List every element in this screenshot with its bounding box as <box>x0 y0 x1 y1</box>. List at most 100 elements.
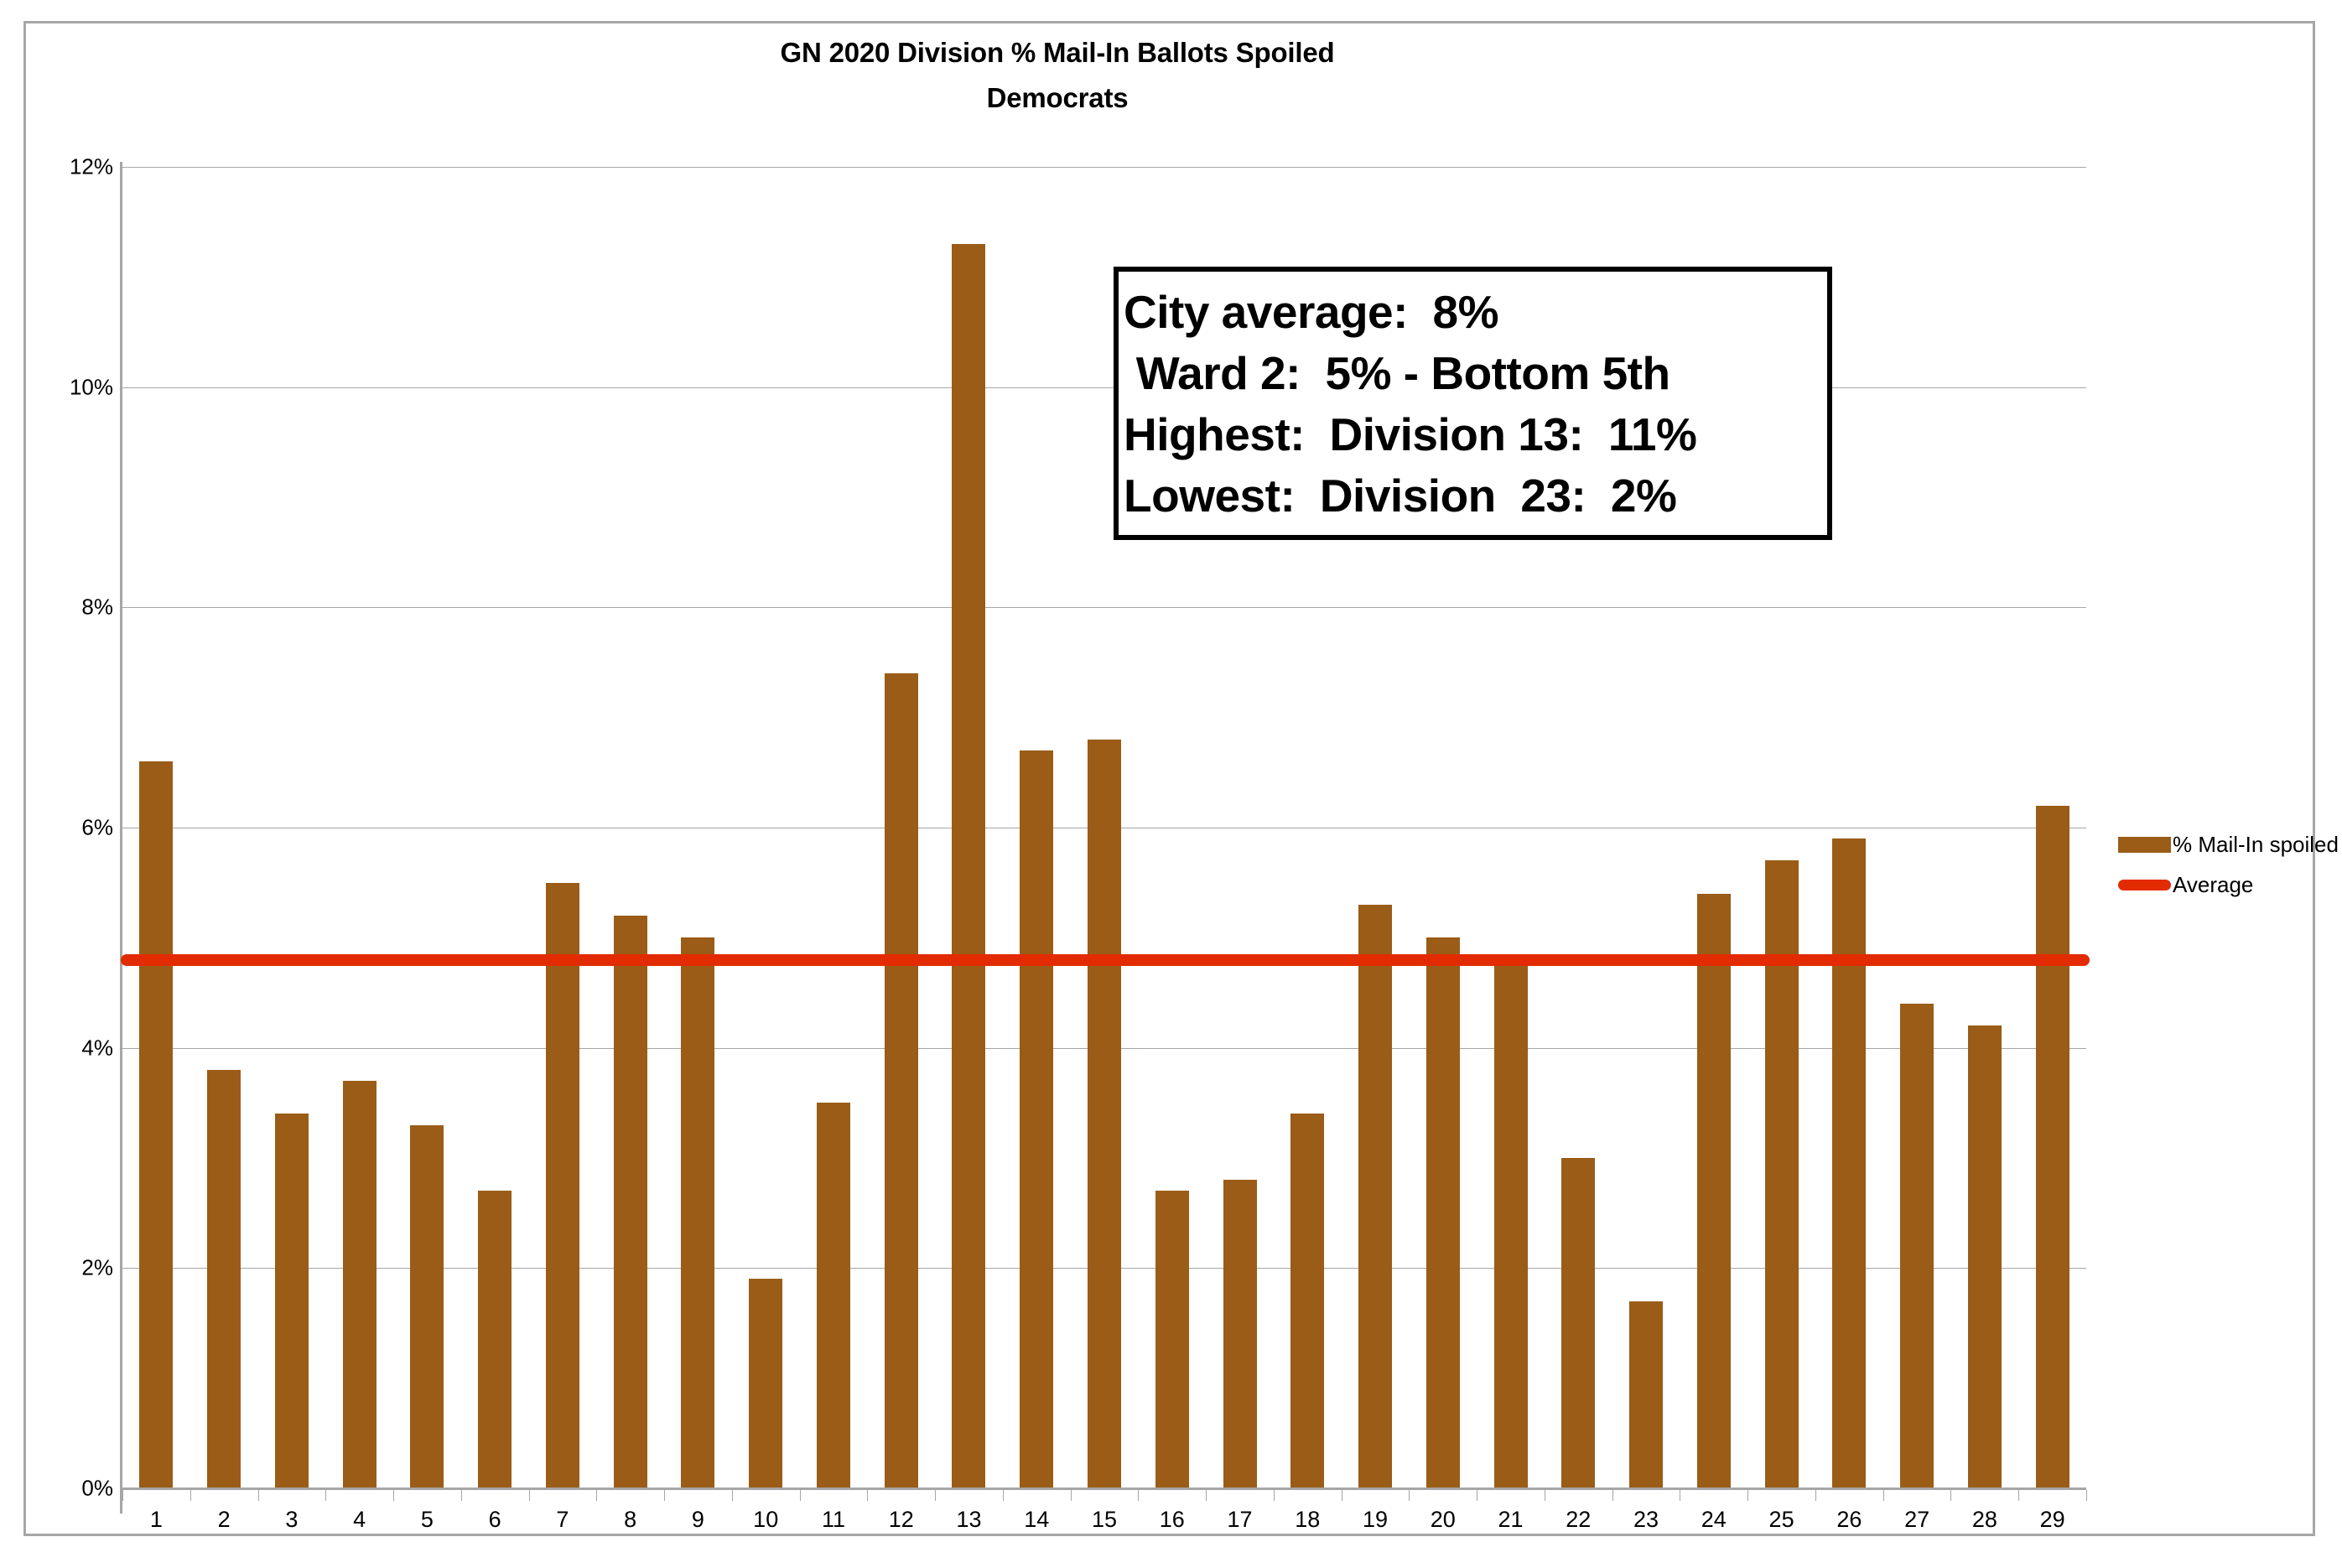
average-line <box>121 953 2090 966</box>
x-axis-tick-mark <box>257 1490 259 1501</box>
bar[interactable] <box>613 916 647 1488</box>
bar-slot <box>1409 167 1477 1488</box>
bar-slot <box>258 167 326 1488</box>
legend-item[interactable]: Average <box>2118 864 2336 905</box>
bar[interactable] <box>545 882 579 1488</box>
x-axis-tick-label: 28 <box>1971 1507 1997 1532</box>
bar[interactable] <box>1087 739 1121 1488</box>
x-axis-tick-label: 26 <box>1836 1507 1862 1532</box>
bar[interactable] <box>884 673 918 1488</box>
bar[interactable] <box>1020 750 1054 1488</box>
gridline <box>122 167 2086 168</box>
x-axis-tick-label: 11 <box>821 1507 845 1532</box>
y-axis-tick-label: 6% <box>81 814 113 840</box>
bar[interactable] <box>1290 1114 1325 1488</box>
x-axis-tick-mark <box>122 1490 123 1501</box>
x-axis-tick-mark <box>1002 1490 1004 1501</box>
y-axis-tick-label: 2% <box>81 1254 113 1280</box>
x-axis-tick-label: 5 <box>420 1507 434 1532</box>
y-axis-tick-label: 0% <box>81 1475 113 1501</box>
x-axis-tick-label: 13 <box>956 1507 982 1532</box>
bar-slot <box>1680 167 1747 1488</box>
bar-slot <box>1342 167 1410 1488</box>
legend-item-label: Average <box>2173 871 2254 897</box>
x-axis-tick-label: 6 <box>488 1507 501 1532</box>
gridline <box>122 387 2086 388</box>
x-axis-tick-label: 9 <box>691 1507 704 1532</box>
x-axis-tick-mark <box>867 1490 869 1501</box>
x-axis-tick-label: 25 <box>1768 1507 1794 1532</box>
bar[interactable] <box>1696 893 1731 1488</box>
bar-slot <box>1950 167 2018 1488</box>
x-axis-tick-label: 24 <box>1701 1507 1727 1532</box>
x-axis-tick-mark <box>1138 1490 1140 1501</box>
annotation-line: City average: 8% <box>1124 286 1499 338</box>
bar-slot <box>1274 167 1342 1488</box>
x-axis-tick-label: 29 <box>2039 1507 2065 1532</box>
x-axis-tick-mark <box>528 1490 530 1501</box>
bar[interactable] <box>1561 1158 1596 1488</box>
x-axis-tick-label: 27 <box>1904 1507 1930 1532</box>
bar[interactable] <box>2035 805 2069 1488</box>
y-axis-line <box>120 162 122 1513</box>
bar-slot <box>2018 167 2086 1488</box>
bar[interactable] <box>1900 1004 1934 1488</box>
chart-title-sub: Democrats <box>986 82 1129 113</box>
x-axis-tick-mark <box>596 1490 598 1501</box>
bar[interactable] <box>1358 904 1393 1488</box>
bar[interactable] <box>952 243 986 1488</box>
bar[interactable] <box>139 761 174 1488</box>
bar-slot <box>1815 167 1883 1488</box>
x-axis-tick-label: 7 <box>556 1507 569 1532</box>
x-axis-tick-mark <box>664 1490 666 1501</box>
bar-slot <box>867 167 935 1488</box>
bar-slot <box>122 167 190 1488</box>
bar[interactable] <box>410 1124 444 1488</box>
bar[interactable] <box>1832 839 1867 1488</box>
bar[interactable] <box>342 1081 376 1488</box>
bar[interactable] <box>478 1191 512 1488</box>
x-axis-tick-label: 3 <box>285 1507 299 1532</box>
x-axis-tick-label: 8 <box>624 1507 637 1532</box>
x-axis-tick-label: 10 <box>753 1507 779 1532</box>
bar-slot <box>1883 167 1951 1488</box>
bar-slot <box>461 167 529 1488</box>
x-axis-tick-label: 16 <box>1159 1507 1185 1532</box>
chart-legend: % Mail-In spoiled Average <box>2118 824 2339 905</box>
bar[interactable] <box>207 1069 241 1488</box>
bar[interactable] <box>1155 1191 1189 1488</box>
x-axis-tick-mark <box>731 1490 733 1501</box>
bar[interactable] <box>1629 1301 1664 1488</box>
x-axis-tick-mark <box>460 1490 462 1501</box>
legend-item[interactable]: % Mail-In spoiled <box>2118 824 2339 864</box>
bar-slot <box>732 167 800 1488</box>
x-axis-tick-label: 2 <box>217 1507 231 1532</box>
x-axis-tick-mark <box>1206 1490 1207 1501</box>
x-axis-tick-mark <box>1612 1490 1613 1501</box>
bar[interactable] <box>274 1114 309 1488</box>
bar-slot <box>190 167 258 1488</box>
bar[interactable] <box>749 1279 783 1488</box>
x-axis-tick-mark <box>1882 1490 1884 1501</box>
bar-slot <box>529 167 597 1488</box>
bar[interactable] <box>1425 937 1460 1488</box>
legend-line-swatch-icon <box>2118 879 2171 890</box>
y-axis-labels: 0% 2% 4% 6% 8% 10% 12% <box>26 154 132 1501</box>
bar[interactable] <box>681 937 715 1488</box>
annotation-line: Highest: Division 13: 11% <box>1124 408 1697 460</box>
x-axis-tick-label: 18 <box>1295 1507 1321 1532</box>
chart-title: GN 2020 Division % Mail-In Ballots Spoil… <box>26 30 2089 121</box>
legend-bar-swatch-icon <box>2118 836 2171 853</box>
bar-slot <box>664 167 732 1488</box>
x-axis-tick-mark <box>799 1490 801 1501</box>
x-axis-tick-mark <box>2018 1490 2020 1501</box>
x-axis-tick-mark <box>1747 1490 1749 1501</box>
x-axis-tick-mark <box>1409 1490 1410 1501</box>
bar[interactable] <box>1493 959 1528 1488</box>
bar-slot <box>1138 167 1206 1488</box>
x-axis-tick-label: 4 <box>353 1507 366 1532</box>
bar[interactable] <box>1967 1025 2002 1488</box>
bar[interactable] <box>1223 1180 1257 1488</box>
x-axis-tick-mark <box>935 1490 937 1501</box>
bar[interactable] <box>816 1103 850 1488</box>
